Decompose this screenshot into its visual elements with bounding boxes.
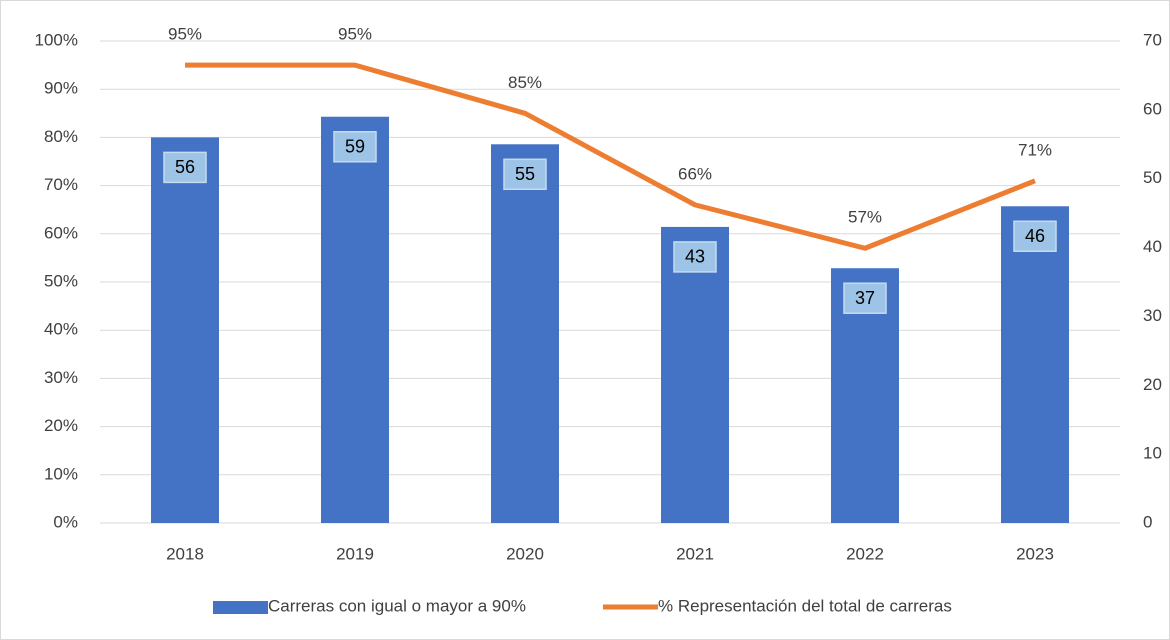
y-tick-label: 100% xyxy=(35,30,78,49)
data-label: 43 xyxy=(685,247,705,267)
data-label: 85% xyxy=(508,73,542,92)
y2-tick-label: 0 xyxy=(1143,512,1152,531)
bar xyxy=(151,137,219,523)
y2-tick-label: 30 xyxy=(1143,306,1162,325)
y-tick-label: 50% xyxy=(44,271,78,290)
y-tick-label: 70% xyxy=(44,175,78,194)
y2-tick-label: 60 xyxy=(1143,99,1162,118)
data-label: 37 xyxy=(855,288,875,308)
data-label: 57% xyxy=(848,208,882,227)
data-label-box xyxy=(503,158,547,191)
y-tick-label: 0% xyxy=(53,512,78,531)
bar xyxy=(321,116,389,523)
data-label-box xyxy=(1013,220,1057,253)
data-label-box xyxy=(163,151,207,184)
legend-label: % Representación del total de carreras xyxy=(658,596,952,615)
bar xyxy=(661,226,729,523)
y-tick-label: 10% xyxy=(44,464,78,483)
legend-swatch xyxy=(213,601,268,614)
data-label: 95% xyxy=(338,25,372,44)
bar xyxy=(491,144,559,524)
x-tick-label: 2021 xyxy=(676,544,714,563)
data-label-box xyxy=(673,241,717,273)
x-tick-label: 2019 xyxy=(336,544,374,563)
legend-label: Carreras con igual o mayor a 90% xyxy=(268,596,526,615)
bar xyxy=(1001,206,1069,523)
y2-tick-label: 50 xyxy=(1143,168,1162,187)
x-tick-label: 2018 xyxy=(166,544,204,563)
x-tick-label: 2022 xyxy=(846,544,884,563)
y2-tick-label: 40 xyxy=(1143,237,1162,256)
data-label: 59 xyxy=(345,136,365,156)
data-label-box xyxy=(843,282,887,314)
data-label: 55 xyxy=(515,164,535,184)
data-label-box xyxy=(333,130,377,163)
line xyxy=(185,62,1036,251)
y2-tick-label: 70 xyxy=(1143,30,1162,49)
data-label: 71% xyxy=(1018,140,1052,159)
y2-tick-label: 10 xyxy=(1143,444,1162,463)
data-label: 95% xyxy=(168,25,202,44)
y-tick-label: 20% xyxy=(44,416,78,435)
x-tick-label: 2023 xyxy=(1016,544,1054,563)
x-tick-label: 2020 xyxy=(506,544,544,563)
y-tick-label: 60% xyxy=(44,223,78,242)
data-label: 56 xyxy=(175,157,195,177)
y-tick-label: 30% xyxy=(44,368,78,387)
data-label: 66% xyxy=(678,164,712,183)
y-tick-label: 40% xyxy=(44,320,78,339)
y-tick-label: 80% xyxy=(44,127,78,146)
data-label: 46 xyxy=(1025,226,1045,246)
y2-tick-label: 20 xyxy=(1143,375,1162,394)
y-tick-label: 90% xyxy=(44,79,78,98)
